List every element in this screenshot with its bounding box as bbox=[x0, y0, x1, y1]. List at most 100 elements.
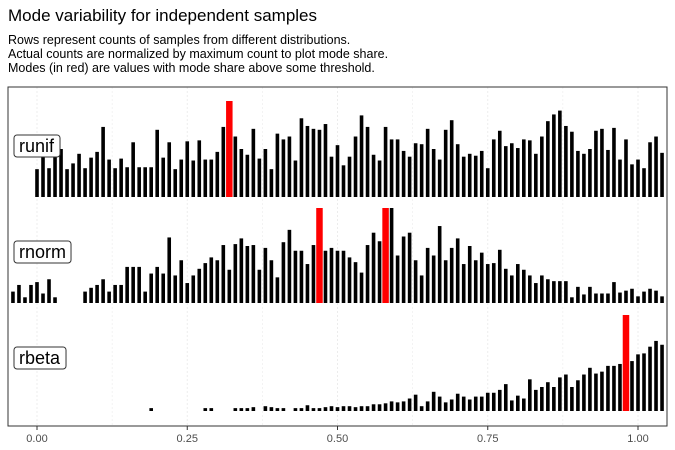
bar bbox=[443, 260, 448, 303]
bar bbox=[215, 260, 220, 303]
bar bbox=[101, 126, 105, 197]
bar bbox=[395, 255, 400, 303]
bar bbox=[77, 153, 81, 197]
x-tick-label: 1.00 bbox=[627, 433, 648, 445]
bar bbox=[540, 387, 544, 411]
bar bbox=[113, 284, 117, 303]
bar bbox=[275, 408, 280, 411]
bar bbox=[413, 394, 418, 411]
bar bbox=[558, 377, 562, 411]
bar bbox=[53, 297, 57, 303]
bar bbox=[245, 246, 250, 303]
bar bbox=[179, 159, 184, 197]
bar bbox=[263, 149, 268, 197]
bar bbox=[269, 260, 274, 303]
bar bbox=[107, 291, 111, 303]
bar bbox=[461, 264, 466, 303]
bar bbox=[503, 268, 508, 303]
bar bbox=[618, 159, 622, 197]
bar bbox=[503, 384, 508, 411]
bar bbox=[449, 399, 454, 411]
bar bbox=[612, 282, 616, 303]
bar bbox=[389, 139, 394, 197]
row-label-runif: runif bbox=[13, 134, 61, 158]
bar bbox=[335, 145, 340, 197]
bar bbox=[497, 130, 502, 197]
bar bbox=[552, 387, 556, 411]
bar bbox=[209, 257, 214, 303]
chart-title: Mode variability for independent samples bbox=[8, 6, 318, 25]
bar bbox=[257, 158, 262, 197]
bar bbox=[600, 293, 604, 303]
bar bbox=[281, 139, 286, 197]
bar bbox=[299, 408, 304, 411]
bar bbox=[473, 260, 478, 303]
bar bbox=[648, 288, 652, 303]
bar bbox=[305, 125, 310, 197]
bar bbox=[59, 149, 63, 197]
x-axis: 0.00 0.25 0.50 0.75 1.00 bbox=[26, 426, 649, 445]
bar bbox=[540, 136, 544, 197]
bar bbox=[155, 266, 159, 303]
bar bbox=[582, 153, 586, 197]
bar bbox=[353, 407, 358, 411]
bar bbox=[473, 396, 478, 411]
bar bbox=[479, 150, 484, 197]
bar bbox=[293, 408, 298, 411]
bar bbox=[407, 156, 412, 197]
bar bbox=[618, 292, 622, 303]
bar bbox=[491, 392, 496, 411]
bar bbox=[131, 266, 135, 303]
bar bbox=[437, 159, 442, 197]
bar bbox=[522, 398, 526, 411]
subtitle-line-3: Modes (in red) are values with mode shar… bbox=[8, 61, 375, 75]
bar bbox=[263, 406, 268, 411]
bar bbox=[251, 245, 256, 303]
bar bbox=[35, 282, 39, 303]
bar bbox=[660, 296, 664, 303]
bar bbox=[269, 407, 274, 411]
bar bbox=[29, 284, 33, 303]
bar bbox=[546, 279, 550, 303]
bar bbox=[149, 408, 153, 411]
bar bbox=[53, 145, 57, 197]
subtitle-line-2: Actual counts are normalized by maximum … bbox=[8, 47, 389, 61]
bar bbox=[353, 136, 358, 197]
bar bbox=[197, 268, 202, 303]
bar bbox=[534, 283, 538, 303]
bar bbox=[89, 157, 93, 197]
bar bbox=[509, 275, 514, 303]
row-label-text: rbeta bbox=[19, 348, 61, 368]
bar bbox=[491, 263, 496, 303]
bar bbox=[648, 142, 652, 197]
bar bbox=[576, 150, 580, 197]
bar bbox=[413, 260, 418, 303]
row-rnorm bbox=[11, 208, 664, 303]
bar bbox=[437, 396, 442, 411]
bar bbox=[335, 407, 340, 411]
bar bbox=[431, 255, 436, 303]
bar bbox=[371, 404, 376, 411]
mode-bar bbox=[316, 208, 323, 303]
bar bbox=[576, 380, 580, 411]
bar bbox=[35, 169, 39, 197]
bar bbox=[311, 245, 316, 303]
bar bbox=[149, 167, 153, 197]
bar bbox=[528, 379, 532, 411]
bar bbox=[546, 121, 550, 197]
bar bbox=[359, 406, 364, 411]
bar bbox=[317, 129, 322, 197]
bar bbox=[558, 110, 562, 197]
bar bbox=[594, 130, 598, 197]
bar bbox=[582, 374, 586, 411]
bar bbox=[257, 269, 262, 303]
bar bbox=[497, 389, 502, 411]
bar bbox=[455, 393, 460, 411]
x-tick-label: 0.75 bbox=[477, 433, 498, 445]
bar bbox=[41, 293, 45, 303]
bar bbox=[323, 250, 328, 303]
bar bbox=[642, 168, 646, 197]
bar bbox=[503, 146, 508, 197]
bar bbox=[233, 244, 238, 303]
